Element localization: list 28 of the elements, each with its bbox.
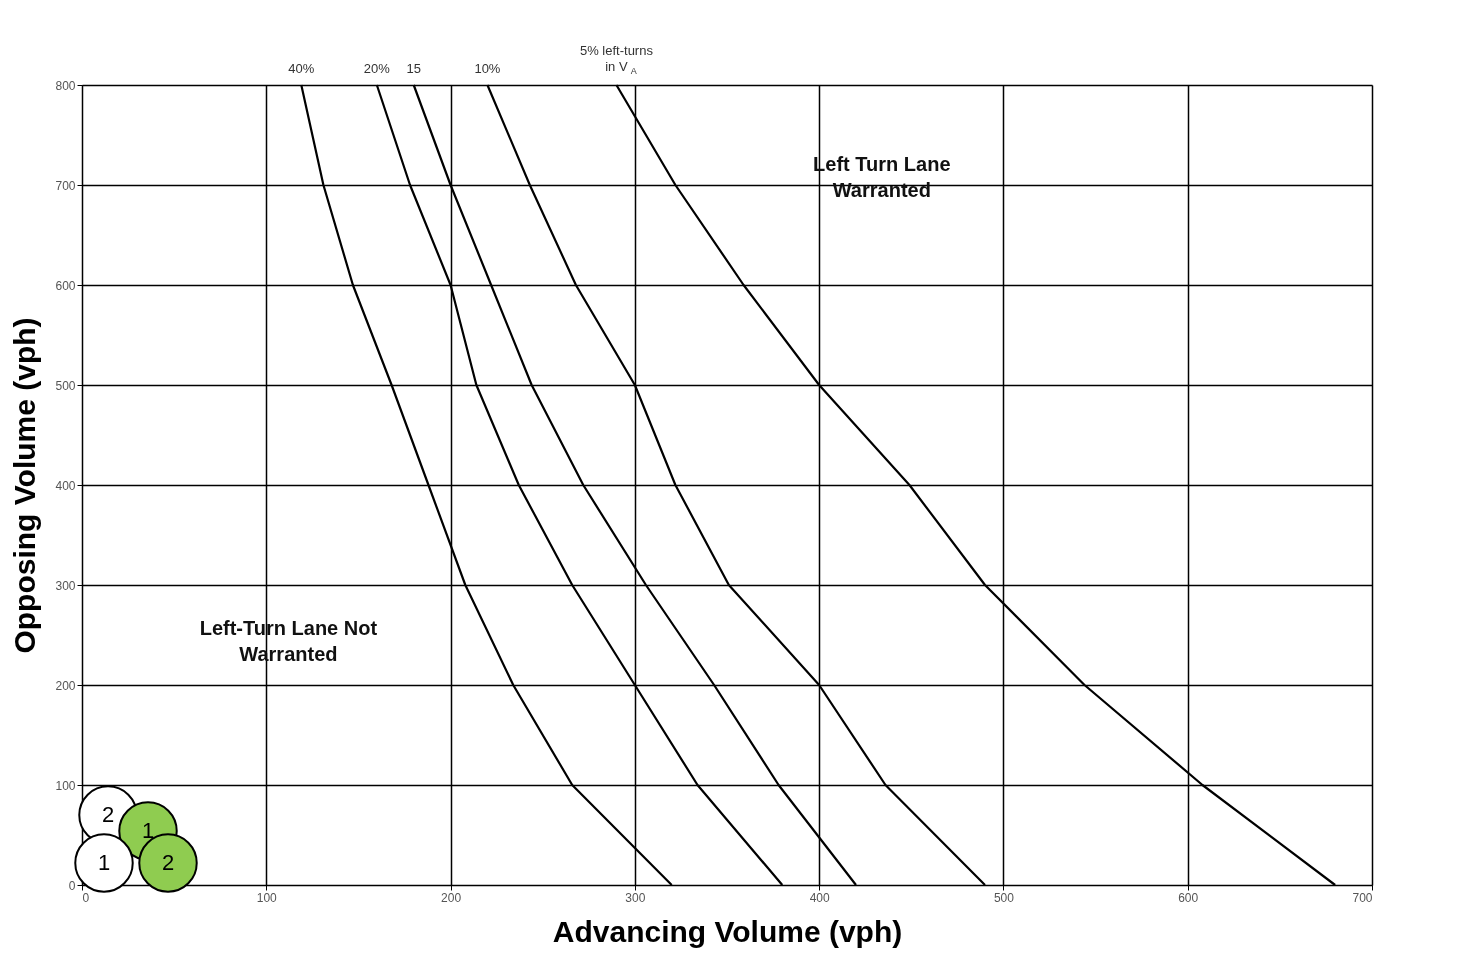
y-axis-title: Opposing Volume (vph) xyxy=(8,317,42,654)
y-tick-label: 300 xyxy=(55,578,76,593)
y-tick-label: 800 xyxy=(55,78,76,93)
series-label: 15 xyxy=(406,61,421,76)
series-label: 10% xyxy=(474,61,501,76)
y-tick-label: 400 xyxy=(55,478,76,493)
x-tick-label: 100 xyxy=(256,890,278,905)
x-tick-label: 500 xyxy=(993,890,1015,905)
x-tick-label: 700 xyxy=(1352,890,1373,905)
x-tick-label: 600 xyxy=(1178,890,1199,905)
annotation: 2 xyxy=(161,850,175,875)
x-tick-label: 200 xyxy=(441,890,462,905)
y-tick-label: 500 xyxy=(55,378,76,393)
annotation: 1 xyxy=(141,818,155,843)
x-tick-label: 300 xyxy=(625,890,646,905)
series-label: 40% xyxy=(288,61,315,76)
x-axis-title: Advancing Volume (vph) xyxy=(552,914,903,948)
y-tick-label: 700 xyxy=(55,178,76,193)
x-tick-label: 400 xyxy=(809,890,830,905)
annotation: 2 xyxy=(101,802,115,827)
x-tick-label: 0 xyxy=(82,890,90,905)
y-tick-label: 200 xyxy=(55,678,76,693)
y-tick-label: 0 xyxy=(68,878,76,893)
series-label: 20% xyxy=(363,61,391,76)
series-label: 5% left-turns in VA xyxy=(579,43,654,76)
y-tick-label: 600 xyxy=(55,278,76,293)
y-tick-label: 100 xyxy=(55,778,76,793)
annotation: 1 xyxy=(97,850,111,875)
